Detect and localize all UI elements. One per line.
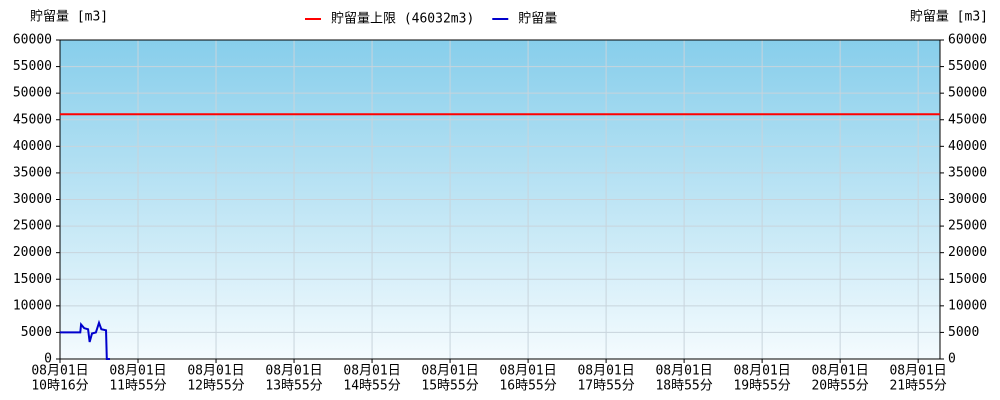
x-tick-label: 12時55分	[187, 379, 244, 394]
y-axis-label: 貯留量 [m3]	[30, 10, 108, 25]
x-tick-label: 13時55分	[265, 379, 322, 394]
x-tick-label: 10時16分	[31, 379, 88, 394]
y-tick-label: 50000	[13, 86, 52, 101]
legend-label: 貯留量	[518, 12, 557, 27]
y-tick-label: 45000	[13, 112, 52, 127]
x-tick-label: 08月01日	[31, 364, 88, 379]
y2-tick-label: 10000	[948, 298, 987, 313]
x-tick-label: 14時55分	[343, 379, 400, 394]
x-tick-label: 08月01日	[889, 364, 946, 379]
x-tick-label: 08月01日	[109, 364, 166, 379]
y-tick-label: 20000	[13, 245, 52, 260]
x-tick-label: 15時55分	[421, 379, 478, 394]
legend-label: 貯留量上限 (46032m3)	[331, 12, 474, 27]
x-tick-label: 17時55分	[577, 379, 634, 394]
y2-tick-label: 35000	[948, 165, 987, 180]
x-tick-label: 19時55分	[733, 379, 790, 394]
x-tick-label: 08月01日	[265, 364, 322, 379]
y2-tick-label: 20000	[948, 245, 987, 260]
y-tick-label: 5000	[21, 325, 52, 340]
y-tick-label: 10000	[13, 298, 52, 313]
y2-axis-label: 貯留量 [m3]	[910, 10, 988, 25]
x-tick-label: 08月01日	[577, 364, 634, 379]
y-tick-label: 55000	[13, 59, 52, 74]
x-tick-label: 08月01日	[421, 364, 478, 379]
x-tick-label: 11時55分	[109, 379, 166, 394]
y2-tick-label: 30000	[948, 192, 987, 207]
series-line	[60, 319, 110, 360]
x-tick-label: 18時55分	[655, 379, 712, 394]
y2-tick-label: 60000	[948, 33, 987, 48]
y-tick-label: 60000	[13, 33, 52, 48]
y-tick-label: 40000	[13, 139, 52, 154]
x-tick-label: 20時55分	[811, 379, 868, 394]
y2-tick-label: 45000	[948, 112, 987, 127]
y2-tick-label: 0	[948, 352, 956, 367]
x-tick-label: 08月01日	[811, 364, 868, 379]
y2-tick-label: 55000	[948, 59, 987, 74]
y-tick-label: 25000	[13, 219, 52, 234]
x-tick-label: 08月01日	[655, 364, 712, 379]
y2-tick-label: 50000	[948, 86, 987, 101]
x-tick-label: 08月01日	[187, 364, 244, 379]
y-tick-label: 0	[44, 352, 52, 367]
y-tick-label: 35000	[13, 165, 52, 180]
x-tick-label: 08月01日	[733, 364, 790, 379]
x-tick-label: 21時55分	[889, 379, 946, 394]
y2-tick-label: 5000	[948, 325, 979, 340]
y2-tick-label: 25000	[948, 219, 987, 234]
x-tick-label: 08月01日	[343, 364, 400, 379]
y2-tick-label: 40000	[948, 139, 987, 154]
plot-border	[59, 39, 941, 360]
x-tick-label: 16時55分	[499, 379, 556, 394]
y-tick-label: 15000	[13, 272, 52, 287]
x-tick-label: 08月01日	[499, 364, 556, 379]
y2-tick-label: 15000	[948, 272, 987, 287]
y-tick-label: 30000	[13, 192, 52, 207]
